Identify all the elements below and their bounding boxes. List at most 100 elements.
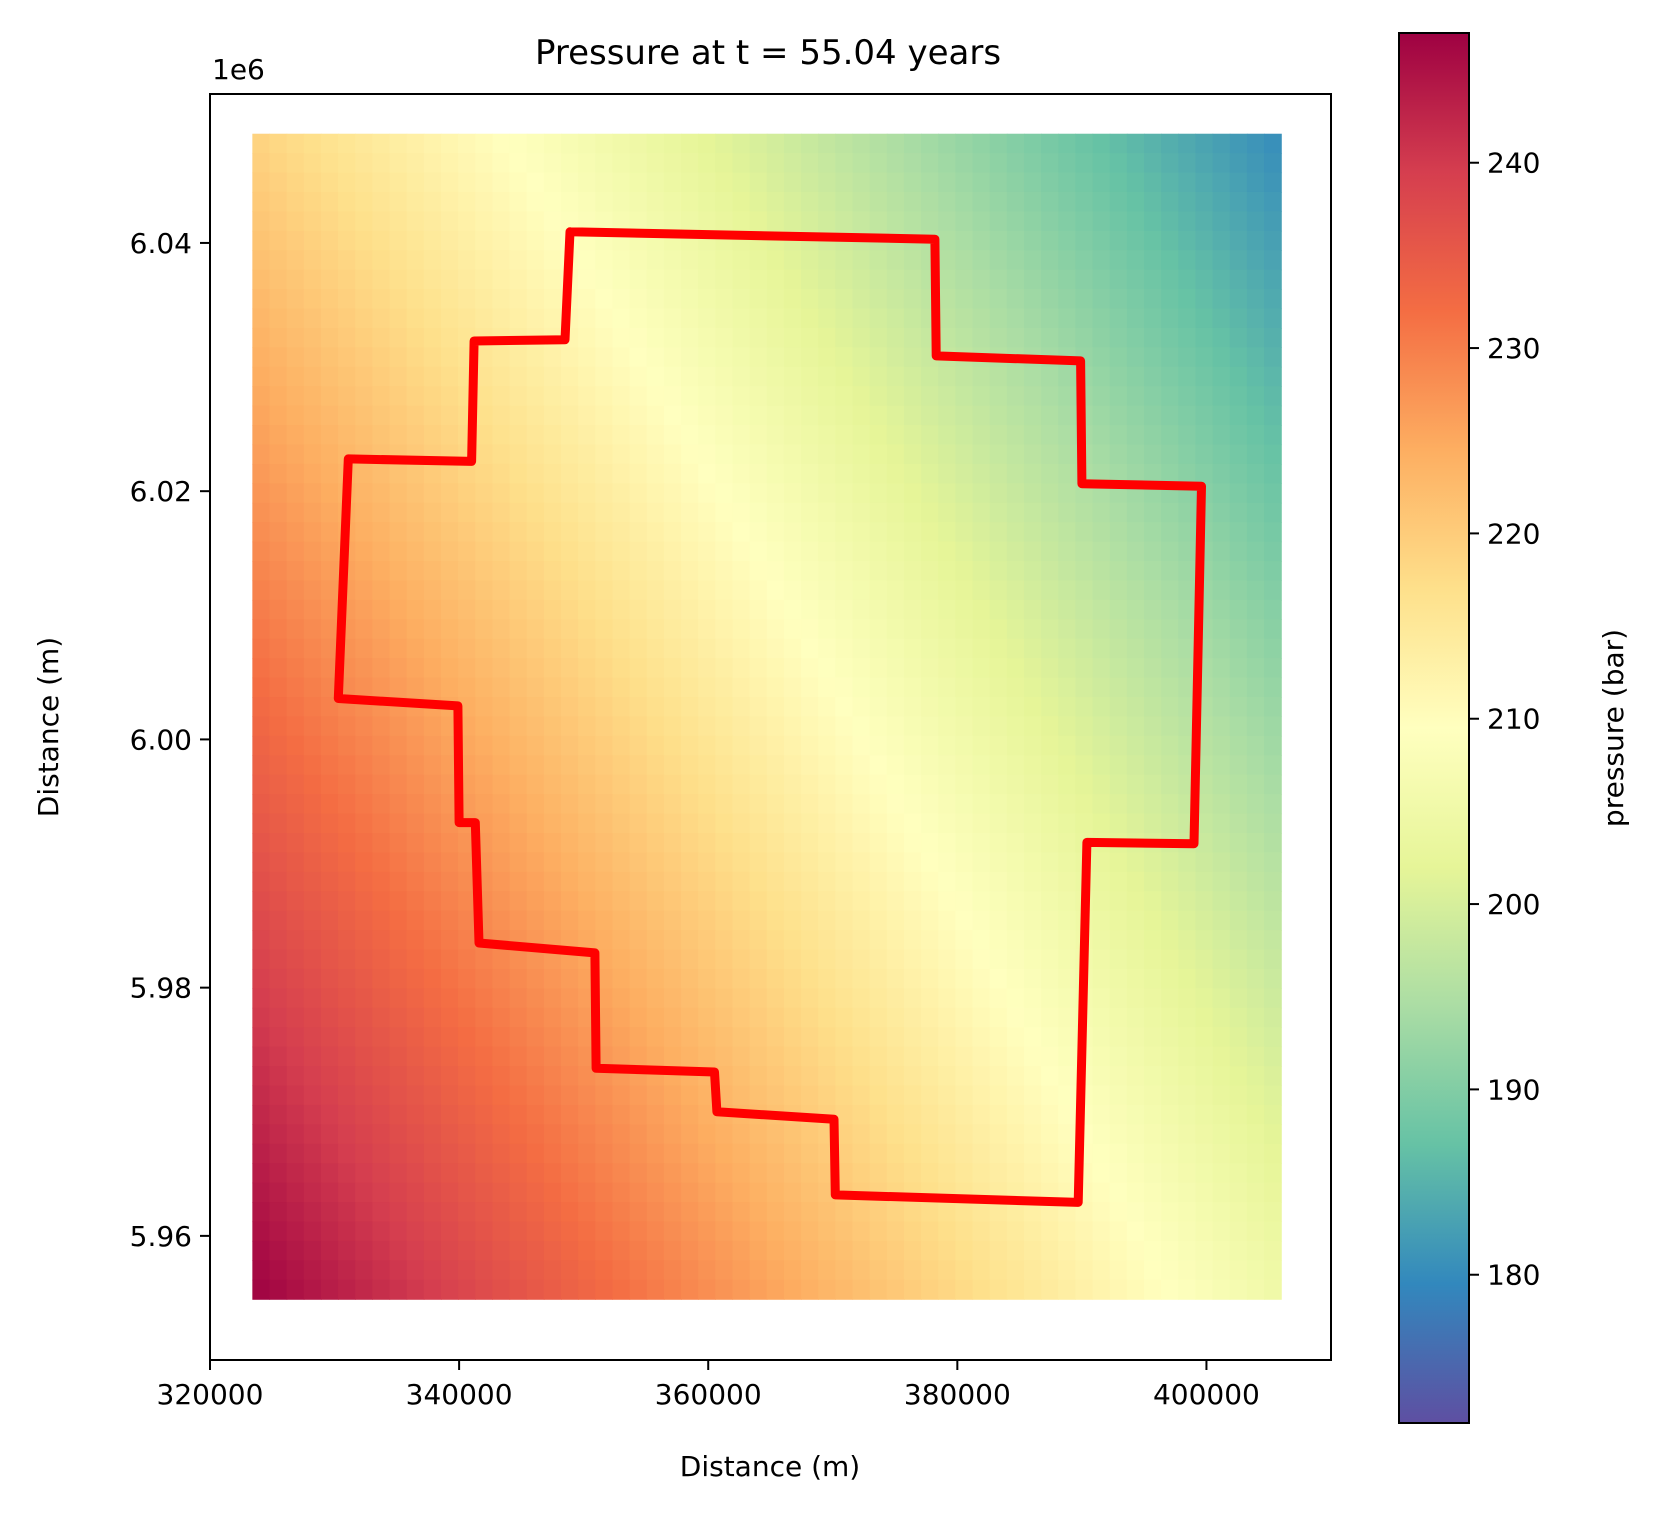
heatmap-cell	[389, 425, 408, 446]
heatmap-cell	[1109, 1143, 1128, 1164]
heatmap-cell	[835, 289, 854, 310]
heatmap-cell	[938, 1085, 956, 1106]
heatmap-cell	[286, 386, 305, 407]
heatmap-cell	[1109, 813, 1128, 834]
heatmap-cell	[320, 755, 339, 776]
heatmap-cell	[1246, 658, 1265, 679]
heatmap-cell	[1058, 813, 1077, 834]
heatmap-cell	[1178, 308, 1197, 329]
heatmap-cell	[286, 1046, 305, 1067]
heatmap-cell	[663, 289, 682, 310]
heatmap-cell	[561, 463, 579, 484]
heatmap-cell	[423, 580, 442, 601]
heatmap-cell	[1264, 910, 1282, 931]
heatmap-cell	[818, 444, 836, 465]
heatmap-cell	[1126, 852, 1145, 873]
heatmap-cell	[1212, 172, 1231, 193]
heatmap-cell	[1161, 1182, 1179, 1203]
heatmap-cell	[526, 1260, 545, 1281]
heatmap-cell	[1212, 949, 1231, 970]
heatmap-cell	[749, 153, 768, 174]
heatmap-cell	[818, 366, 836, 387]
heatmap-cell	[766, 502, 785, 523]
heatmap-cell	[543, 1027, 562, 1048]
heatmap-cell	[252, 774, 271, 795]
heatmap-cell	[921, 133, 939, 154]
heatmap-cell	[801, 153, 819, 174]
heatmap-cell	[492, 1066, 511, 1087]
heatmap-cell	[1023, 269, 1042, 290]
heatmap-cell	[492, 386, 511, 407]
heatmap-cell	[612, 910, 631, 931]
heatmap-cell	[1178, 988, 1197, 1009]
heatmap-cell	[372, 968, 391, 989]
heatmap-cell	[903, 541, 922, 562]
heatmap-cell	[989, 716, 1008, 737]
heatmap-cell	[1126, 697, 1145, 718]
heatmap-cell	[715, 891, 734, 912]
heatmap-cell	[338, 774, 356, 795]
heatmap-cell	[766, 405, 785, 426]
heatmap-cell	[629, 1221, 648, 1242]
heatmap-cell	[698, 891, 716, 912]
heatmap-cell	[286, 1240, 305, 1261]
heatmap-cell	[338, 153, 356, 174]
heatmap-cell	[938, 580, 956, 601]
heatmap-cell	[698, 1202, 716, 1223]
heatmap-cell	[801, 561, 819, 582]
heatmap-cell	[543, 250, 562, 271]
heatmap-cell	[715, 250, 734, 271]
heatmap-cell	[561, 580, 579, 601]
heatmap-cell	[1092, 1104, 1111, 1125]
heatmap-cell	[1195, 230, 1214, 251]
heatmap-cell	[1246, 1085, 1265, 1106]
heatmap-cell	[320, 852, 339, 873]
heatmap-cell	[1058, 794, 1077, 815]
heatmap-cell	[286, 1085, 305, 1106]
heatmap-cell	[355, 677, 373, 698]
heatmap-cell	[1041, 1104, 1059, 1125]
heatmap-cell	[921, 522, 939, 543]
heatmap-cell	[886, 211, 905, 232]
heatmap-cell	[286, 658, 305, 679]
heatmap-cell	[972, 327, 991, 348]
heatmap-cell	[509, 774, 528, 795]
heatmap-cell	[440, 502, 459, 523]
heatmap-cell	[492, 794, 511, 815]
heatmap-cell	[732, 133, 751, 154]
heatmap-cell	[629, 774, 648, 795]
heatmap-cell	[406, 425, 425, 446]
heatmap-cell	[1041, 891, 1059, 912]
heatmap-cell	[509, 425, 528, 446]
heatmap-cell	[903, 735, 922, 756]
heatmap-cell	[921, 1027, 939, 1048]
heatmap-cell	[492, 599, 511, 620]
y-axis-ticks: 5.965.986.006.026.04	[130, 227, 210, 1253]
heatmap-cell	[561, 891, 579, 912]
heatmap-cell	[989, 910, 1008, 931]
heatmap-cell	[1126, 813, 1145, 834]
heatmap-cell	[783, 813, 802, 834]
heatmap-cell	[595, 1163, 614, 1184]
heatmap-cell	[646, 522, 665, 543]
heatmap-cell	[1212, 561, 1231, 582]
heatmap-cell	[783, 308, 802, 329]
heatmap-cell	[355, 191, 373, 213]
heatmap-cell	[355, 269, 373, 290]
heatmap-cell	[492, 871, 511, 892]
heatmap-cell	[1212, 677, 1231, 698]
heatmap-cell	[1229, 910, 1248, 931]
heatmap-cell	[972, 1143, 991, 1164]
heatmap-cell	[732, 968, 751, 989]
heatmap-cell	[869, 1260, 888, 1281]
heatmap-cell	[355, 658, 373, 679]
heatmap-cell	[338, 308, 356, 329]
heatmap-cell	[578, 619, 596, 640]
heatmap-cell	[1229, 599, 1248, 620]
heatmap-cell	[1092, 910, 1111, 931]
heatmap-cell	[732, 1260, 751, 1281]
heatmap-cell	[852, 250, 871, 271]
heatmap-cell	[475, 735, 494, 756]
heatmap-cell	[698, 930, 716, 951]
heatmap-cell	[766, 988, 785, 1009]
